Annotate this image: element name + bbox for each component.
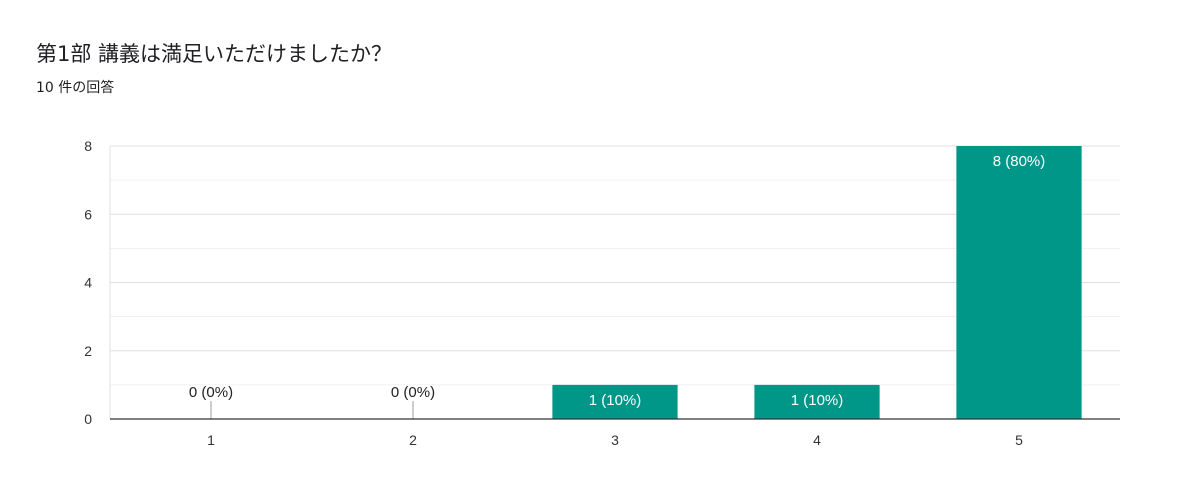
y-tick-label: 2 — [84, 343, 92, 359]
bar-value-label: 1 (10%) — [791, 392, 844, 409]
y-tick-label: 4 — [84, 275, 92, 291]
x-tick-label: 3 — [611, 432, 619, 448]
bar-value-label: 8 (80%) — [993, 153, 1046, 170]
x-tick-label: 5 — [1015, 432, 1023, 448]
bars — [210, 146, 1082, 419]
chart-title: 第1部 講義は満足いただけましたか？ — [36, 42, 393, 66]
x-tick-label: 4 — [813, 432, 821, 448]
bar-value-label: 0 (0%) — [189, 384, 233, 401]
x-tick-label: 1 — [207, 432, 215, 448]
response-count: 10 件の回答 — [36, 80, 115, 96]
axes: 0 2 4 6 8 1 2 3 4 5 — [84, 138, 1120, 448]
bar-value-label: 0 (0%) — [391, 384, 435, 401]
x-tick-label: 2 — [409, 432, 417, 448]
y-tick-label: 0 — [84, 411, 92, 427]
bar-value-label: 1 (10%) — [589, 392, 642, 409]
y-tick-label: 8 — [84, 138, 92, 154]
y-tick-label: 6 — [84, 206, 92, 222]
bar-5 — [956, 146, 1082, 419]
data-labels: 0 (0%) 0 (0%) 1 (10%) 1 (10%) 8 (80%) — [189, 153, 1045, 409]
bar-3 — [552, 384, 678, 419]
bar-4 — [754, 384, 880, 419]
